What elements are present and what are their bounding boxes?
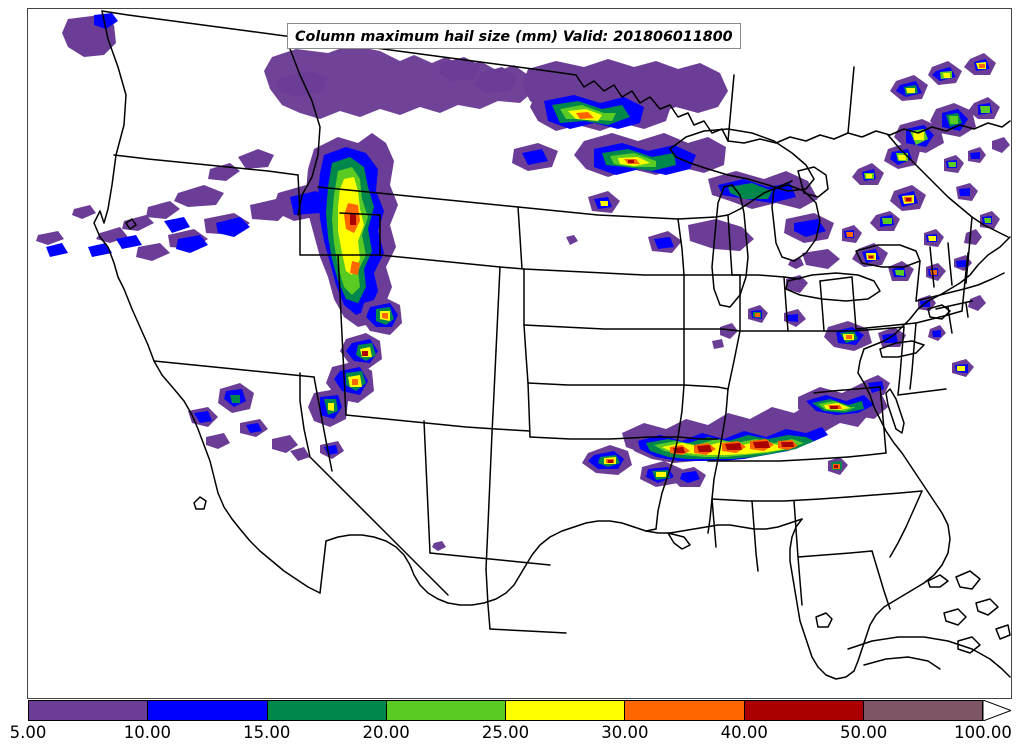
colorbar-tick-10.00: 10.00 bbox=[123, 723, 171, 742]
hail-cells-isolated bbox=[432, 235, 804, 551]
colorbar-segment-25-30 bbox=[505, 701, 625, 720]
map-frame bbox=[27, 8, 1012, 699]
colorbar-segments bbox=[28, 700, 983, 721]
map-title-box: Column maximum hail size (mm) Valid: 201… bbox=[287, 23, 741, 49]
colorbar: 5.00 10.00 15.00 20.00 25.00 30.00 40.00 50.00 1… bbox=[0, 697, 1036, 745]
colorbar-tick-30.00: 30.00 bbox=[601, 723, 649, 742]
hail-cluster-northeast bbox=[842, 53, 1010, 341]
colorbar-tick-15.00: 15.00 bbox=[243, 723, 291, 742]
colorbar-segment-20-25 bbox=[385, 701, 505, 720]
hail-cells-idaho-south bbox=[188, 297, 402, 461]
colorbar-segment-5-10 bbox=[29, 701, 148, 720]
colorbar-tick-20.00: 20.00 bbox=[362, 723, 410, 742]
colorbar-segment-30-40 bbox=[624, 701, 744, 720]
colorbar-tick-50.00: 50.00 bbox=[840, 723, 888, 742]
colorbar-extend-arrow bbox=[983, 700, 1011, 721]
colorbar-tick-100.00: 100.00 bbox=[954, 723, 1012, 742]
map-title-text: Column maximum hail size (mm) Valid: 201… bbox=[295, 29, 733, 45]
colorbar-tick-5.00: 5.00 bbox=[9, 723, 47, 742]
hail-cluster-washington bbox=[62, 13, 118, 57]
colorbar-segment-40-50 bbox=[743, 701, 863, 720]
colorbar-tick-25.00: 25.00 bbox=[481, 723, 530, 742]
hail-cluster-mid-south bbox=[582, 359, 974, 487]
colorbar-segment-10-15 bbox=[147, 701, 267, 720]
colorbar-tick-labels: 5.00 10.00 15.00 20.00 25.00 30.00 40.00 50.00 1… bbox=[0, 723, 1036, 745]
colorbar-segment-50-100 bbox=[862, 701, 982, 720]
colorbar-tick-40.00: 40.00 bbox=[720, 723, 768, 742]
map-canvas bbox=[36, 10, 1011, 680]
colorbar-segment-15-20 bbox=[266, 701, 386, 720]
hail-cluster-dakotas bbox=[438, 57, 840, 269]
hail-data-layer bbox=[36, 13, 1010, 551]
